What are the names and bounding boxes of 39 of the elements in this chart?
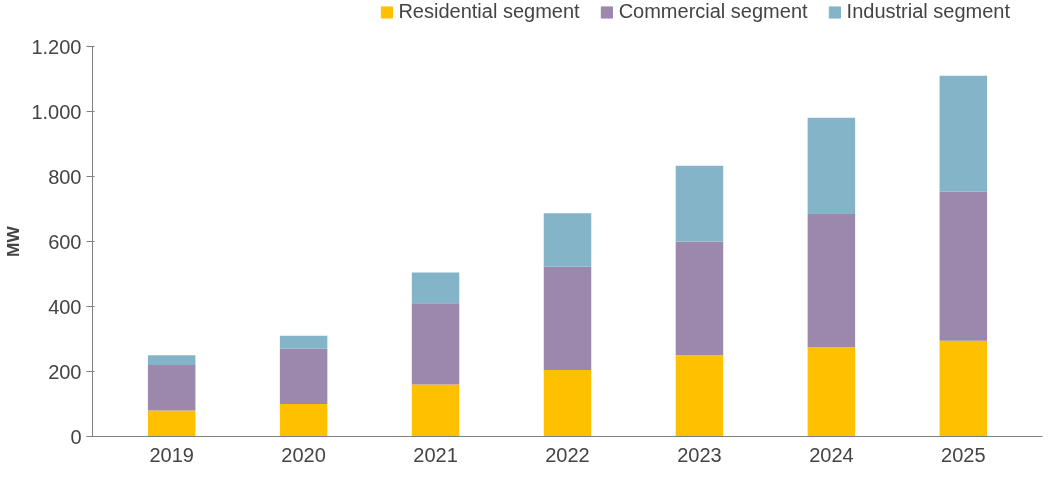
bar (411, 303, 460, 385)
bar (411, 272, 460, 304)
bar (543, 213, 592, 267)
bar (807, 347, 856, 437)
y-tick-label: 0 (70, 425, 82, 448)
x-tick-label: 2020 (281, 443, 326, 466)
legend-label: Industrial segment (846, 0, 1010, 23)
bar (939, 75, 988, 192)
x-tick-label: 2019 (149, 443, 194, 466)
bar (147, 355, 196, 365)
y-tick-label: 1.000 (31, 100, 82, 123)
y-tick-label: 200 (48, 360, 82, 383)
x-tick-label: 2021 (413, 443, 458, 466)
bar (675, 355, 724, 437)
bar (279, 335, 328, 349)
y-tick-label: 800 (48, 165, 82, 188)
bar (543, 266, 592, 370)
x-tick-label: 2022 (545, 443, 590, 466)
bar (279, 404, 328, 437)
legend-label: Residential segment (398, 0, 580, 23)
y-tick-label: 1.200 (31, 35, 82, 58)
x-tick-label: 2025 (941, 443, 986, 466)
bar (939, 191, 988, 341)
bar (279, 348, 328, 404)
legend-label: Commercial segment (618, 0, 808, 23)
bar (543, 369, 592, 437)
y-tick-label: 400 (48, 295, 82, 318)
bar (807, 117, 856, 214)
bar (807, 213, 856, 348)
bar (147, 410, 196, 437)
bar (147, 365, 196, 411)
x-tick-label: 2024 (809, 443, 854, 466)
bar (939, 340, 988, 437)
bar (675, 241, 724, 356)
bar (675, 165, 724, 242)
y-axis-title: MW (3, 225, 24, 257)
y-tick-label: 600 (48, 230, 82, 253)
x-tick-label: 2023 (677, 443, 722, 466)
bar (411, 384, 460, 437)
